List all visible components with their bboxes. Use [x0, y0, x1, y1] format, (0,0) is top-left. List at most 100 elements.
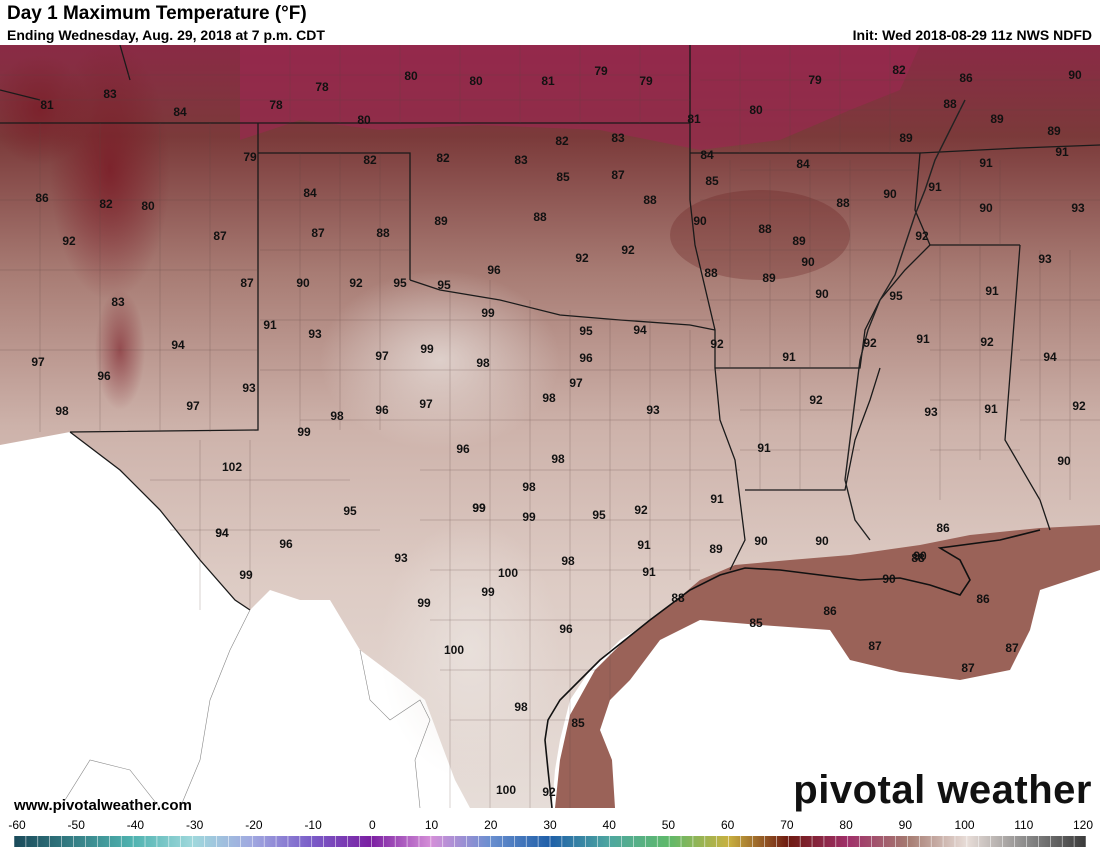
temperature-label: 90: [979, 201, 993, 215]
brand-logo: pivotal weather: [793, 768, 1092, 812]
gulf-coastal-waters: [555, 525, 1100, 808]
temperature-label: 89: [709, 542, 723, 556]
temperature-label: 90: [815, 287, 829, 301]
temperature-label: 79: [808, 73, 822, 87]
temperature-label: 93: [1038, 252, 1052, 266]
temperature-label: 92: [575, 251, 589, 265]
colorbar-tick-label: 100: [954, 818, 975, 832]
colorbar-tick-label: -30: [185, 818, 204, 832]
colorbar-tick-label: 60: [720, 818, 735, 832]
temperature-label: 82: [555, 134, 569, 148]
colorbar-tick-label: -60: [8, 818, 26, 832]
temperature-label: 88: [704, 266, 718, 280]
temperature-label: 89: [1047, 124, 1061, 138]
temperature-label: 80: [141, 199, 155, 213]
colorbar-tick-label: 90: [898, 818, 913, 832]
temperature-label: 92: [349, 276, 363, 290]
temperature-label: 86: [959, 71, 973, 85]
temperature-label: 86: [976, 592, 990, 606]
temperature-label: 90: [882, 572, 896, 586]
temperature-label: 100: [498, 566, 518, 580]
temperature-label: 88: [671, 591, 685, 605]
temperature-label: 98: [551, 452, 565, 466]
temperature-label: 79: [639, 74, 653, 88]
temperature-label: 92: [621, 243, 635, 257]
gulf-coastline: [544, 529, 1041, 808]
temperature-label: 87: [961, 661, 975, 675]
temperature-label: 94: [215, 526, 229, 540]
colorbar-tick-label: -40: [126, 818, 145, 832]
temperature-label: 93: [646, 403, 660, 417]
temperature-label: 92: [809, 393, 823, 407]
temperature-label: 91: [985, 284, 999, 298]
temperature-label: 96: [559, 622, 573, 636]
temperature-label: 83: [103, 87, 117, 101]
temperature-label: 97: [419, 397, 433, 411]
temperature-label: 82: [363, 153, 377, 167]
temperature-label: 97: [186, 399, 200, 413]
temperature-label: 82: [892, 63, 906, 77]
temperature-label: 99: [472, 501, 486, 515]
temperature-label: 90: [693, 214, 707, 228]
temperature-label: 96: [456, 442, 470, 456]
colorbar-legend: -60 -50 -40 -30 -20 -10 0 10 20 30 40 50 60 70 80 90 100…: [0, 818, 1100, 850]
temperature-label: 87: [240, 276, 254, 290]
temperature-label: 91: [984, 402, 998, 416]
temperature-label: 96: [579, 351, 593, 365]
temperature-label: 98: [330, 409, 344, 423]
temperature-label: 88: [836, 196, 850, 210]
temperature-label: 97: [31, 355, 45, 369]
temperature-label: 91: [928, 180, 942, 194]
temperature-label: 86: [936, 521, 950, 535]
temperature-label: 84: [303, 186, 317, 200]
temperature-label: 99: [239, 568, 253, 582]
temperature-label: 94: [215, 526, 229, 540]
temperature-label: 88: [533, 210, 547, 224]
temperature-label: 87: [213, 229, 227, 243]
temperature-label: 86: [35, 191, 49, 205]
temperature-label: 93: [924, 405, 938, 419]
temperature-labels: 81 83 84 78 78 80 80 81 79 79 79 80 82 86 90 80 81 88 89 89…: [31, 63, 1086, 799]
temperature-label: 89: [792, 234, 806, 248]
temperature-label: 89: [899, 131, 913, 145]
colorbar-tick-label: 110: [1014, 818, 1034, 832]
temperature-label: 81: [687, 112, 701, 126]
temperature-label: 97: [375, 349, 389, 363]
temperature-label: 90: [296, 276, 310, 290]
temperature-label: 90: [913, 549, 927, 563]
temperature-label: 91: [1055, 145, 1069, 159]
temperature-label: 98: [542, 391, 556, 405]
temperature-label: 90: [1068, 68, 1082, 82]
temperature-label: 90: [883, 187, 897, 201]
temperature-label: 98: [561, 554, 575, 568]
temperature-label: 92: [710, 337, 724, 351]
temperature-label: 87: [1005, 641, 1019, 655]
colorbar-tick-label: 40: [602, 818, 616, 832]
temperature-label: 85: [571, 716, 585, 730]
temperature-map: 81 83 84 78 78 80 80 81 79 79 79 80 82 86 90 80 81 88 89 89…: [0, 45, 1100, 808]
temperature-label: 99: [297, 425, 311, 439]
temperature-label: 91: [979, 156, 993, 170]
colorbar-strip: [14, 836, 1086, 847]
colorbar-tick-label: -10: [304, 818, 322, 832]
temperature-label: 84: [173, 105, 187, 119]
temperature-label: 93: [394, 551, 408, 565]
temperature-label: 92: [863, 336, 877, 350]
ozarks-shading: [670, 190, 850, 280]
colorbar-tick-label: 20: [484, 818, 498, 832]
temperature-label: 78: [315, 80, 329, 94]
temperature-label: 78: [269, 98, 283, 112]
colorbar-tick-label: -50: [67, 818, 85, 832]
temperature-label: 89: [990, 112, 1004, 126]
website-url: www.pivotalweather.com: [14, 797, 192, 814]
temperature-label: 89: [434, 214, 448, 228]
colorbar-tick-label: 80: [839, 818, 853, 832]
temperature-label: 88: [376, 226, 390, 240]
temperature-label: 98: [514, 700, 528, 714]
temperature-label: 91: [782, 350, 796, 364]
temperature-label: 90: [801, 255, 815, 269]
colorado-mountains-shading: [0, 55, 90, 165]
temperature-label: 97: [569, 376, 583, 390]
temperature-label: 82: [99, 197, 113, 211]
colorbar-tick-label: 70: [780, 818, 794, 832]
